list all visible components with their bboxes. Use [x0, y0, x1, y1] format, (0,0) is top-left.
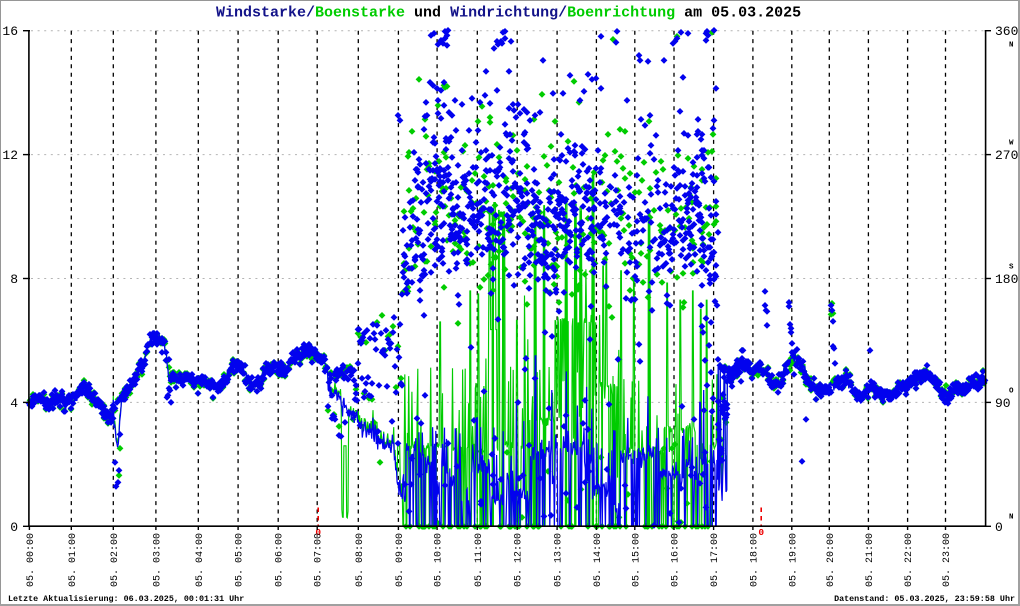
svg-text:180: 180 [995, 272, 1018, 287]
svg-text:05. 14:00: 05. 14:00 [593, 533, 604, 587]
svg-text:05. 19:00: 05. 19:00 [788, 533, 799, 587]
svg-text:0: 0 [758, 527, 764, 538]
svg-text:05. 13:00: 05. 13:00 [554, 533, 565, 587]
svg-text:12: 12 [2, 148, 18, 163]
svg-text:Windstarke/Boenstarke und Wind: Windstarke/Boenstarke und Windrichtung/B… [216, 5, 801, 22]
svg-text:0: 0 [10, 520, 18, 535]
svg-text:0: 0 [315, 527, 321, 538]
svg-text:16: 16 [2, 24, 18, 39]
svg-text:05. 08:00: 05. 08:00 [355, 533, 366, 587]
svg-text:05. 09:00: 05. 09:00 [395, 533, 406, 587]
svg-text:O: O [1009, 387, 1014, 395]
svg-text:05. 05:00: 05. 05:00 [235, 533, 246, 587]
svg-text:05. 04:00: 05. 04:00 [195, 533, 206, 587]
svg-text:05. 00:00: 05. 00:00 [26, 533, 37, 587]
svg-text:Letzte Aktualisierung: 06.03.2: Letzte Aktualisierung: 06.03.2025, 00:01… [8, 594, 244, 604]
svg-text:05. 20:00: 05. 20:00 [826, 533, 837, 587]
svg-text:0: 0 [995, 520, 1003, 535]
svg-text:05. 11:00: 05. 11:00 [474, 533, 485, 587]
svg-text:W: W [1009, 140, 1014, 148]
svg-text:05. 01:00: 05. 01:00 [68, 533, 79, 587]
svg-text:N: N [1009, 513, 1014, 521]
svg-text:05. 17:00: 05. 17:00 [710, 533, 721, 587]
svg-text:05. 10:00: 05. 10:00 [434, 533, 445, 587]
svg-text:05. 06:00: 05. 06:00 [275, 533, 286, 587]
svg-text:270: 270 [995, 148, 1018, 163]
svg-text:05. 12:00: 05. 12:00 [514, 533, 525, 587]
svg-text:05. 23:00: 05. 23:00 [942, 533, 953, 587]
svg-text:05. 18:00: 05. 18:00 [749, 533, 760, 587]
svg-text:05. 02:00: 05. 02:00 [110, 533, 121, 587]
svg-text:05. 16:00: 05. 16:00 [671, 533, 682, 587]
svg-text:90: 90 [995, 396, 1011, 411]
svg-text:05. 15:00: 05. 15:00 [631, 533, 642, 587]
svg-text:4: 4 [10, 396, 18, 411]
svg-text:Datenstand: 05.03.2025, 23:59:: Datenstand: 05.03.2025, 23:59:58 Uhr [834, 594, 1015, 604]
svg-text:360: 360 [995, 24, 1018, 39]
svg-text:S: S [1009, 264, 1014, 272]
svg-text:05. 03:00: 05. 03:00 [152, 533, 163, 587]
svg-text:05. 07:00: 05. 07:00 [314, 533, 325, 587]
svg-text:05. 21:00: 05. 21:00 [865, 533, 876, 587]
svg-text:N: N [1009, 42, 1014, 50]
svg-text:05. 22:00: 05. 22:00 [904, 533, 915, 587]
svg-text:8: 8 [10, 272, 18, 287]
